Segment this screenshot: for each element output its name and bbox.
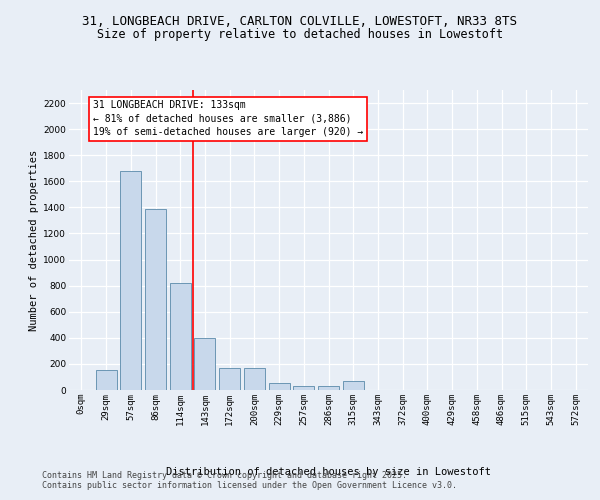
- Text: Size of property relative to detached houses in Lowestoft: Size of property relative to detached ho…: [97, 28, 503, 41]
- Bar: [145, 208, 166, 390]
- Text: Contains public sector information licensed under the Open Government Licence v3: Contains public sector information licen…: [42, 481, 457, 490]
- Text: 31 LONGBEACH DRIVE: 133sqm
← 81% of detached houses are smaller (3,886)
19% of s: 31 LONGBEACH DRIVE: 133sqm ← 81% of deta…: [93, 100, 364, 137]
- Y-axis label: Number of detached properties: Number of detached properties: [29, 150, 39, 330]
- Bar: [343, 381, 364, 390]
- Bar: [219, 368, 240, 390]
- Bar: [120, 171, 141, 390]
- X-axis label: Distribution of detached houses by size in Lowestoft: Distribution of detached houses by size …: [166, 466, 491, 476]
- Bar: [194, 338, 215, 390]
- Bar: [293, 386, 314, 390]
- Bar: [244, 368, 265, 390]
- Bar: [170, 283, 191, 390]
- Bar: [269, 383, 290, 390]
- Bar: [318, 386, 339, 390]
- Text: Contains HM Land Registry data © Crown copyright and database right 2025.: Contains HM Land Registry data © Crown c…: [42, 471, 407, 480]
- Text: 31, LONGBEACH DRIVE, CARLTON COLVILLE, LOWESTOFT, NR33 8TS: 31, LONGBEACH DRIVE, CARLTON COLVILLE, L…: [83, 15, 517, 28]
- Bar: [95, 370, 116, 390]
